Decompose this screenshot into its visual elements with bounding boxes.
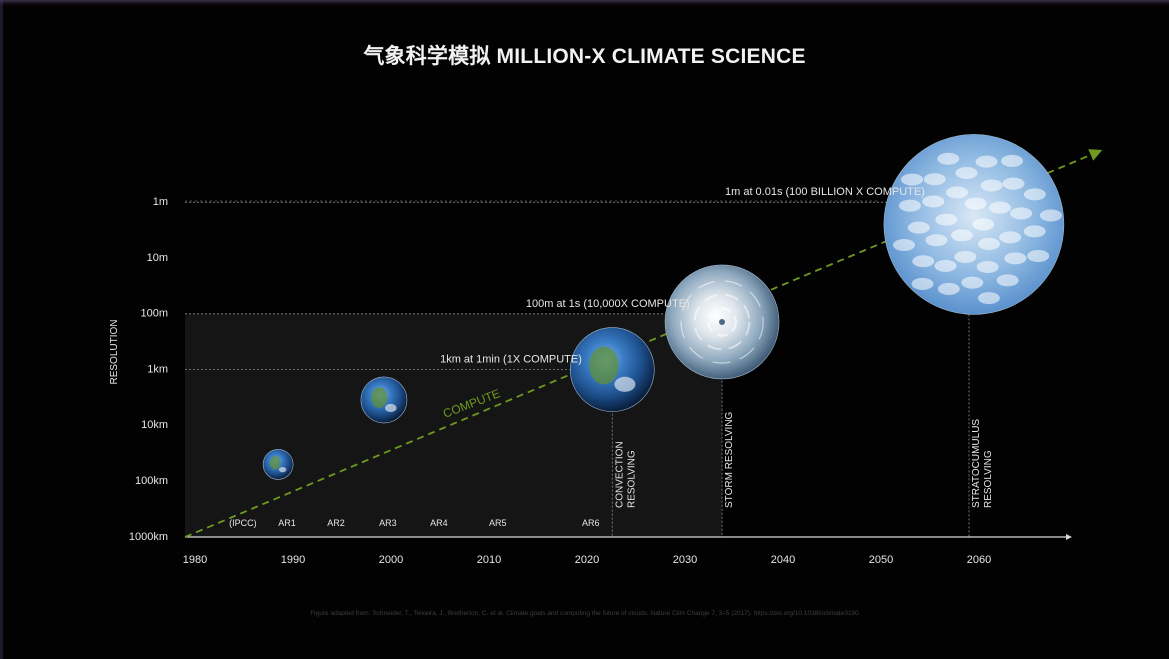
cloud-puff bbox=[907, 221, 930, 234]
regime-label-line: RESOLVING bbox=[983, 450, 994, 508]
cloud-puff bbox=[1001, 154, 1024, 167]
regime-label-line: RESOLVING bbox=[626, 450, 637, 508]
cloud-puff bbox=[1004, 252, 1027, 265]
cloud-puff bbox=[937, 152, 960, 165]
cloud-puff bbox=[961, 276, 984, 289]
x-tick-label: 2020 bbox=[575, 554, 599, 566]
assessment-report-label: AR4 bbox=[430, 518, 448, 528]
cloud-puff bbox=[892, 239, 915, 252]
cloud-swirl bbox=[278, 466, 287, 473]
cloud-puff bbox=[1002, 177, 1025, 190]
y-tick-label: 100m bbox=[140, 308, 168, 320]
x-tick-label: 1990 bbox=[281, 554, 305, 566]
hurricane-globe-marker bbox=[664, 264, 780, 380]
continent-shape bbox=[269, 456, 281, 470]
regime-label-line: STRATOCUMULUS bbox=[971, 419, 982, 508]
cloud-puff bbox=[980, 179, 1003, 192]
cloud-puff bbox=[946, 186, 969, 199]
cloud-globe-marker bbox=[883, 134, 1065, 315]
assessment-report-label: AR2 bbox=[327, 518, 345, 528]
slide-title: 气象科学模拟 MILLION-X CLIMATE SCIENCE bbox=[363, 45, 806, 68]
cloud-puff bbox=[934, 259, 957, 272]
cloud-puff bbox=[996, 274, 1019, 287]
assessment-report-label: AR1 bbox=[278, 518, 296, 528]
earth-globe-marker bbox=[360, 376, 408, 424]
x-tick-label: 2000 bbox=[379, 554, 403, 566]
continent-shape bbox=[371, 387, 388, 409]
x-tick-label: 2060 bbox=[967, 554, 991, 566]
cloud-puff bbox=[901, 173, 924, 186]
cloud-puff bbox=[1023, 225, 1046, 238]
cloud-puff bbox=[975, 155, 998, 168]
regime-label: STORM RESOLVING bbox=[724, 411, 735, 508]
earth-globe-marker bbox=[262, 449, 294, 480]
x-tick-label: 2040 bbox=[771, 554, 795, 566]
source-footnote: Figure adapted from: Schneider, T., Teix… bbox=[310, 610, 859, 617]
regime-label: STRATOCUMULUS RESOLVING bbox=[971, 419, 994, 508]
assessment-report-label: AR3 bbox=[379, 518, 397, 528]
storm-band bbox=[707, 307, 737, 337]
assessment-report-label: AR6 bbox=[582, 518, 600, 528]
cloud-puff bbox=[1023, 188, 1046, 201]
x-tick-label: 1980 bbox=[183, 554, 207, 566]
earth-globe-marker bbox=[569, 327, 655, 412]
cloud-puff bbox=[935, 213, 958, 226]
regime-label-line: STORM RESOLVING bbox=[724, 411, 735, 508]
cloud-swirl bbox=[614, 376, 636, 392]
x-tick-label: 2010 bbox=[477, 554, 501, 566]
x-tick-label: 2050 bbox=[869, 554, 893, 566]
regime-label-line: CONVECTION bbox=[614, 441, 625, 508]
level-label: 1km at 1min (1X COMPUTE) bbox=[440, 354, 582, 366]
cloud-puff bbox=[923, 173, 946, 186]
cloud-puff bbox=[911, 277, 934, 290]
cloud-puff bbox=[988, 201, 1011, 214]
level-label: 100m at 1s (10,000X COMPUTE) bbox=[526, 298, 690, 310]
storm-eye bbox=[719, 318, 726, 325]
continent-shape bbox=[589, 346, 619, 385]
cloud-swirl bbox=[385, 403, 397, 413]
y-tick-label: 10m bbox=[147, 252, 168, 264]
cloud-puff bbox=[922, 195, 945, 208]
cloud-puff bbox=[937, 282, 960, 295]
y-tick-label: 1m bbox=[153, 196, 168, 208]
cloud-puff bbox=[925, 234, 948, 247]
cloud-puff bbox=[912, 255, 935, 268]
cloud-puff bbox=[898, 199, 921, 212]
level-label: 1m at 0.01s (100 BILLION X COMPUTE) bbox=[725, 186, 925, 198]
cloud-puff bbox=[954, 250, 977, 263]
y-tick-label: 100km bbox=[135, 475, 168, 487]
cloud-puff bbox=[977, 292, 1000, 305]
cloud-puff bbox=[977, 237, 1000, 250]
cloud-puff bbox=[999, 231, 1022, 244]
assessment-report-label: (IPCC) bbox=[229, 518, 257, 528]
cloud-puff bbox=[1027, 249, 1050, 262]
x-axis-arrowhead bbox=[1066, 534, 1072, 540]
y-tick-label: 10km bbox=[141, 419, 168, 431]
y-tick-label: 1km bbox=[147, 363, 168, 375]
assessment-report-label: AR5 bbox=[489, 518, 507, 528]
x-tick-label: 2030 bbox=[673, 554, 697, 566]
y-axis-label: RESOLUTION bbox=[109, 319, 120, 384]
cloud-puff bbox=[1010, 207, 1033, 220]
cloud-puff bbox=[964, 197, 987, 210]
cloud-puff bbox=[950, 229, 973, 242]
cloud-puff bbox=[1039, 209, 1062, 222]
cloud-puff bbox=[955, 166, 978, 179]
storm-band bbox=[680, 280, 764, 364]
cloud-puff bbox=[976, 260, 999, 273]
cloud-puff bbox=[972, 218, 995, 231]
regime-label: CONVECTION RESOLVING bbox=[614, 441, 637, 508]
y-tick-label: 1000km bbox=[129, 531, 168, 543]
